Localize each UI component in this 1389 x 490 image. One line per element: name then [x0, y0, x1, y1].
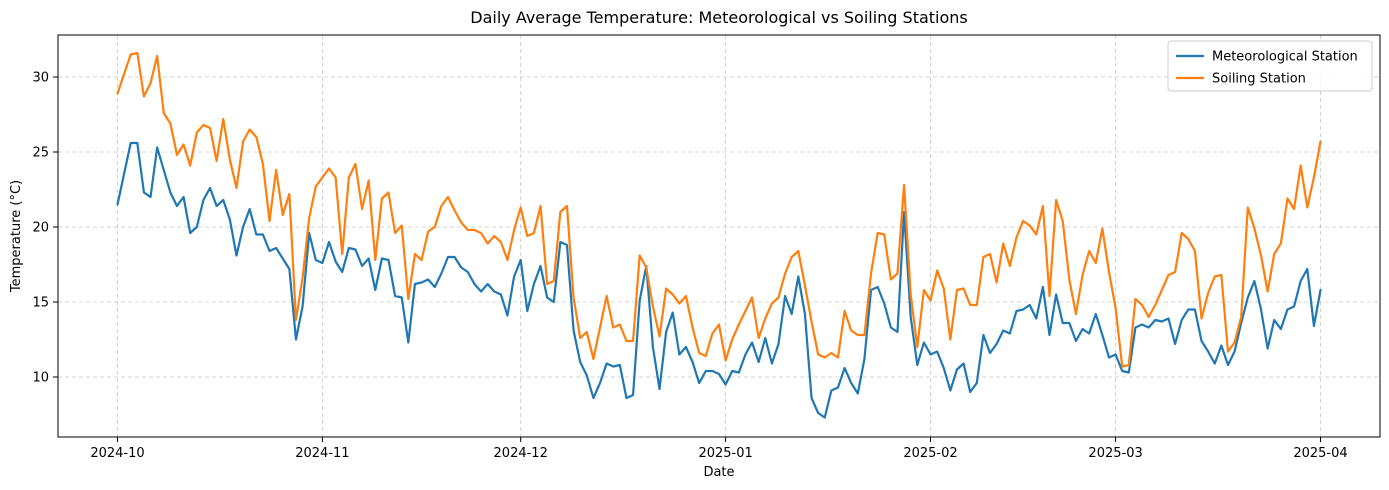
y-axis-label: Temperature (°C): [9, 180, 24, 293]
series-lines: [116, 51, 1322, 419]
legend-box: [1167, 40, 1373, 92]
x-tick-label: 2024-11: [295, 446, 349, 461]
y-tick-label: 15: [32, 296, 49, 311]
chart-title: Daily Average Temperature: Meteorologica…: [470, 8, 968, 27]
y-tick-label: 30: [32, 71, 49, 86]
x-axis-ticks: 2024-10 2024-11 2024-12 2025-01 2025-02 2025-…: [90, 437, 1348, 461]
x-tick-label: 2025-02: [903, 446, 957, 461]
x-tick-label: 2025-04: [1293, 446, 1347, 461]
grid: [58, 35, 1380, 437]
plot-frame: [57, 34, 1381, 438]
legend: Meteorological Station Soiling Station: [1167, 40, 1373, 92]
y-tick-label: 20: [32, 221, 49, 236]
x-tick-label: 2024-12: [494, 446, 548, 461]
legend-label: Soiling Station: [1212, 72, 1306, 87]
y-tick-label: 25: [32, 146, 49, 161]
y-tick-label: 10: [32, 371, 49, 386]
x-axis-label: Date: [703, 465, 734, 480]
x-tick-label: 2025-01: [698, 446, 752, 461]
legend-label: Meteorological Station: [1212, 50, 1358, 65]
x-tick-label: 2024-10: [90, 446, 144, 461]
series-line-meteorological: [116, 141, 1322, 419]
x-tick-label: 2025-03: [1088, 446, 1142, 461]
y-axis-ticks: 10 15 20 25 30: [32, 71, 58, 386]
series-line-soiling: [116, 51, 1322, 368]
